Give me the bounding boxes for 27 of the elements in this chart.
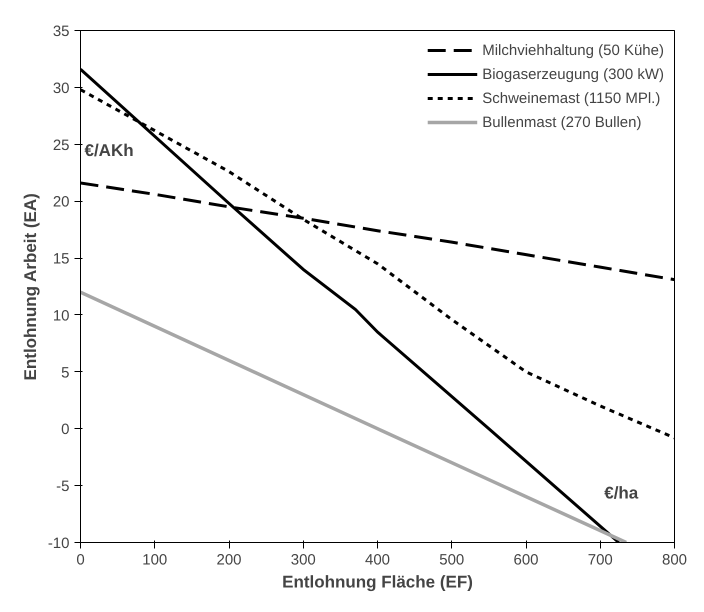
x-tick-label: 400 [364,552,390,568]
legend-label: Milchviehhaltung (50 Kühe) [482,42,664,58]
x-tick-label: 200 [216,552,242,568]
y-tick-label: 5 [61,364,70,382]
annotation: €/ha [604,484,639,503]
y-tick-label: -5 [56,478,70,496]
y-tick-label: -10 [48,535,70,552]
x-tick-label: 600 [513,552,539,568]
y-tick-label: 30 [52,80,70,97]
y-tick-label: 25 [52,136,70,154]
x-tick-label: 500 [439,552,464,568]
x-tick-label: 300 [290,552,316,568]
annotation: €/AKh [84,141,134,160]
y-tick-label: 15 [52,250,70,268]
legend-label: Bullenmast (270 Bullen) [482,114,642,130]
x-tick-label: 700 [588,552,613,568]
y-tick-label: 20 [52,194,70,211]
x-tick-label: 0 [76,552,85,568]
legend-label: Biogaserzeugung (300 kW) [482,66,664,82]
x-tick-label: 100 [142,552,168,568]
y-tick-label: 35 [52,23,70,40]
legend-label: Schweinemast (1150 MPl.) [482,90,660,106]
y-axis-title: Entlohnung Arbeit (EA) [20,193,40,380]
y-tick-label: 10 [52,307,70,324]
y-tick-label: 0 [61,421,70,438]
x-axis-title: Entlohnung Fläche (EF) [282,572,473,592]
x-tick-label: 800 [662,552,688,568]
